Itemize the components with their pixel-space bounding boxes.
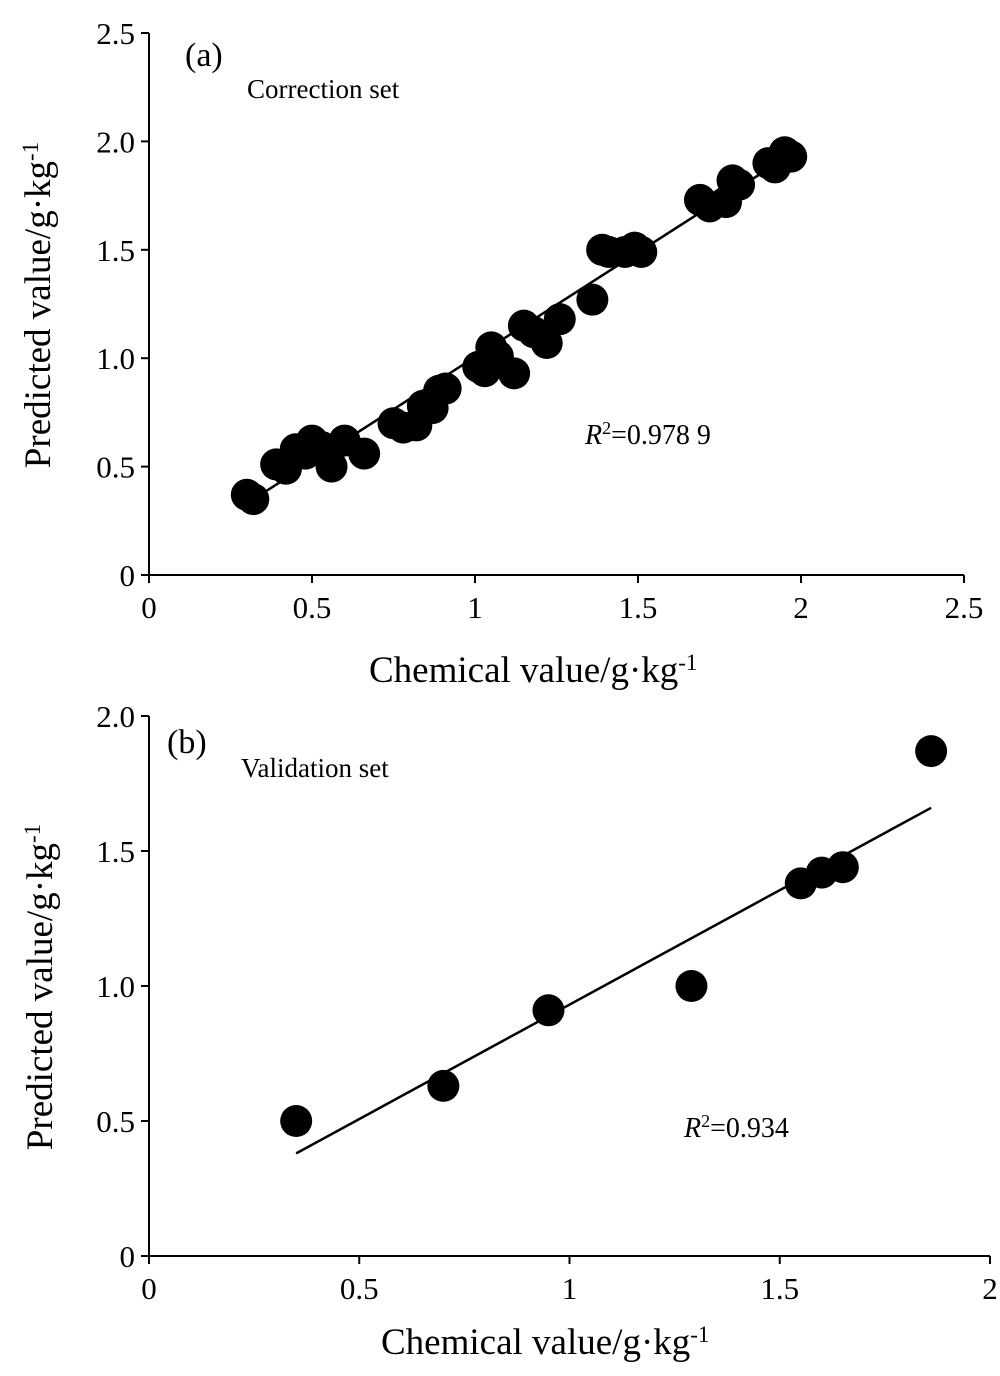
panel-b-y-tick-label-0: 0 (120, 1239, 136, 1274)
panel-b-x-axis-label: Chemical value/g·kg-1 (381, 1322, 709, 1364)
panel-a-point-26 (543, 303, 576, 336)
panel-b-y-axis-label-text: Predicted value/g·kg (20, 843, 61, 1150)
panel-b-axes (148, 716, 990, 1257)
panel-a-point-22 (498, 357, 531, 390)
panel-a-x-tick-label-5: 2.5 (945, 590, 984, 625)
panel-a-axes (148, 33, 964, 576)
panel-a-r2-symbol: R (584, 420, 602, 451)
panel-a-point-17 (429, 372, 462, 405)
panel-a-x-tick-label-0: 0 (141, 590, 157, 625)
panel-a-x-tick-label-3: 1.5 (619, 590, 658, 625)
panel-a-point-1 (237, 483, 270, 516)
panel-b-ticks: 0 0.5 1 1.5 2 0 0.5 1.0 1.5 2.0 (96, 699, 998, 1306)
panel-a-x-tick-label-4: 2 (793, 590, 809, 625)
panel-b-validation-set: 0 0.5 1 1.5 2 0 0.5 1.0 1.5 2.0 (b) Validation se… (20, 699, 998, 1363)
panel-b-x-tick-label-1: 0.5 (340, 1271, 379, 1306)
panel-b-point-3 (675, 970, 708, 1002)
panel-b-label: (b) (167, 724, 207, 761)
panel-b-set-label: Validation set (241, 753, 389, 783)
panel-b-r2-annotation: R2=0.934 (683, 1111, 789, 1144)
panel-b-x-tick-label-4: 2 (982, 1271, 998, 1306)
panel-a-r2-sup: 2 (602, 418, 611, 438)
panel-a-y-tick-label-3: 1.5 (96, 233, 135, 268)
panel-b-r2-value: =0.934 (710, 1113, 789, 1144)
panel-a-y-tick-label-1: 0.5 (96, 450, 135, 485)
panel-b-y-tick-label-3: 1.5 (96, 834, 135, 869)
panel-a-point-8 (315, 450, 348, 483)
panel-a-point-32 (625, 235, 658, 268)
panel-a-x-tick-label-1: 0.5 (293, 590, 332, 625)
panel-b-x-tick-label-3: 1.5 (760, 1271, 799, 1306)
panel-a-y-tick-label-5: 2.5 (96, 16, 135, 51)
panel-a-y-tick-label-0: 0 (120, 558, 136, 593)
panel-b-r2-symbol: R (683, 1113, 701, 1144)
panel-a-y-tick-label-4: 2.0 (96, 124, 135, 159)
panel-a-set-label: Correction set (247, 74, 400, 104)
panel-b-y-tick-label-1: 0.5 (96, 1104, 135, 1139)
panel-a-points-group (230, 136, 808, 516)
panel-b-points-group (280, 735, 948, 1137)
panel-b-r2-sup: 2 (701, 1111, 710, 1131)
panel-a-point-37 (723, 168, 756, 201)
panel-b-x-axis-label-sup: -1 (690, 1322, 709, 1347)
panel-b-point-0 (280, 1105, 313, 1137)
panel-b-x-tick-label-0: 0 (141, 1271, 157, 1306)
panel-a-y-axis-label-sup: -1 (18, 142, 43, 161)
panel-a-correction-set: 0 0.5 1 1.5 2 2.5 0 0.5 1.0 1.5 2.0 2.5 (a) Correct… (18, 16, 984, 691)
panel-a-y-tick-label-2: 1.0 (96, 341, 135, 376)
panel-a-ticks: 0 0.5 1 1.5 2 2.5 0 0.5 1.0 1.5 2.0 2.5 (96, 16, 983, 625)
panel-a-point-41 (775, 140, 808, 173)
panel-a-y-axis-label: Predicted value/g·kg-1 (18, 142, 60, 468)
panel-b-point-2 (532, 994, 565, 1027)
panel-b-y-tick-label-2: 1.0 (96, 969, 135, 1004)
panel-a-x-axis-label-text: Chemical value/g·kg (369, 650, 678, 691)
panel-b-y-tick-label-4: 2.0 (96, 699, 135, 734)
panel-a-label: (a) (185, 37, 223, 74)
panel-b-point-6 (826, 851, 859, 884)
panel-a-point-27 (576, 283, 609, 316)
panel-b-y-axis-label: Predicted value/g·kg-1 (20, 824, 62, 1150)
panel-a-x-axis-label: Chemical value/g·kg-1 (369, 650, 697, 692)
panel-b-point-1 (427, 1069, 460, 1102)
panel-a-x-axis-label-sup: -1 (678, 650, 697, 675)
panel-a-point-10 (348, 437, 381, 470)
panel-b-x-axis-label-text: Chemical value/g·kg (381, 1322, 690, 1363)
panel-b-point-7 (915, 735, 948, 768)
panel-a-y-axis-label-text: Predicted value/g·kg (18, 161, 59, 468)
panel-a-x-tick-label-2: 1 (467, 590, 483, 625)
panel-a-r2-annotation: R2=0.978 9 (584, 418, 711, 451)
panel-a-point-25 (530, 327, 563, 360)
panel-b-x-tick-label-2: 1 (562, 1271, 578, 1306)
panel-b-y-axis-label-sup: -1 (20, 824, 45, 843)
panel-a-r2-value: =0.978 9 (611, 420, 711, 451)
